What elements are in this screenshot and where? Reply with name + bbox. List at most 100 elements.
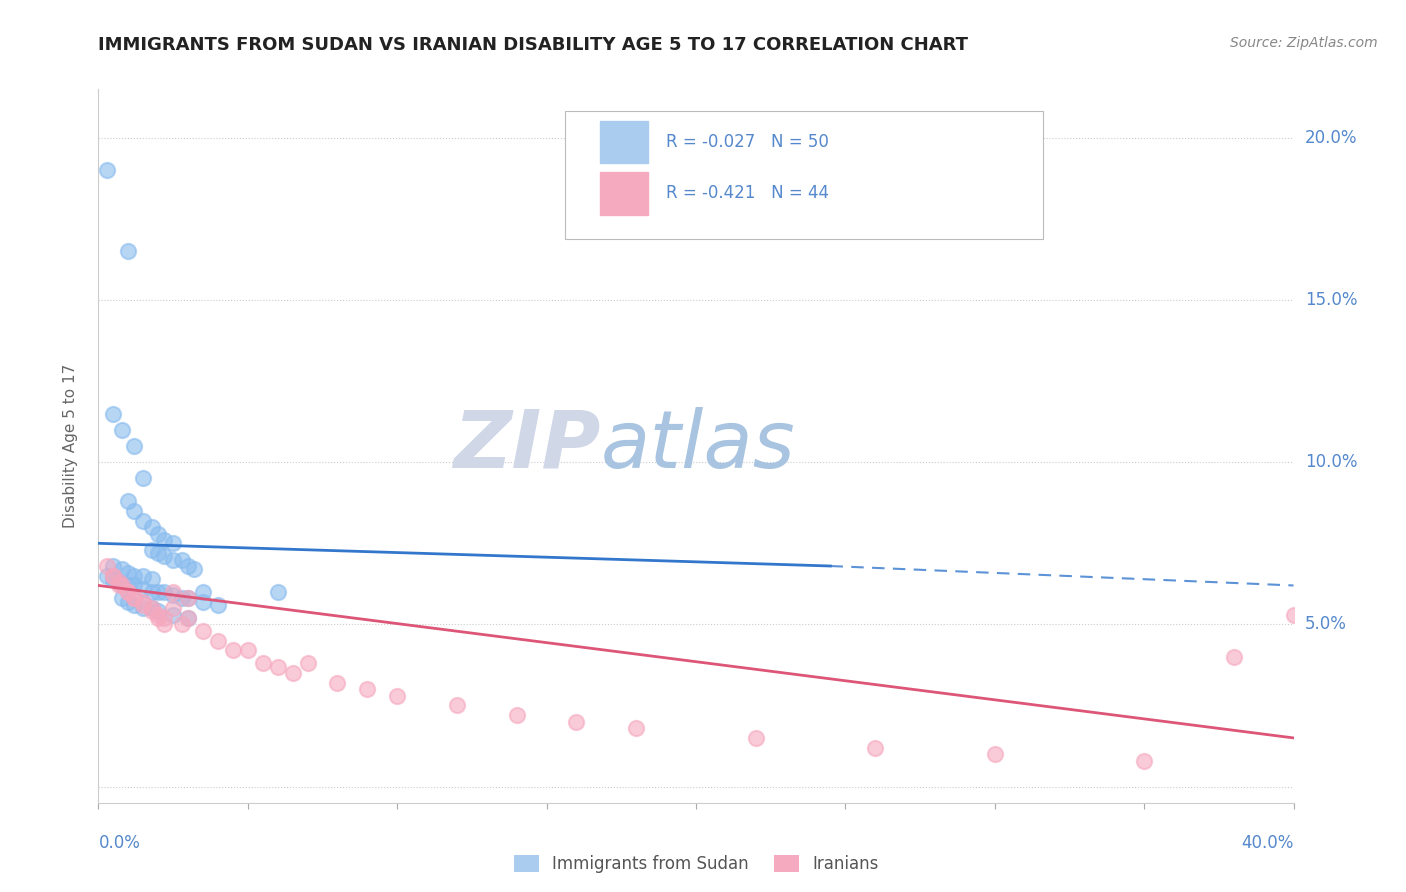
Point [267, 659, 290, 673]
Point [148, 607, 170, 622]
Point [983, 747, 1005, 761]
Point [153, 611, 176, 625]
Point [148, 604, 170, 618]
Point [141, 542, 163, 557]
Point [148, 526, 170, 541]
Point [111, 578, 134, 592]
Text: 40.0%: 40.0% [1241, 834, 1294, 852]
Point [132, 471, 155, 485]
Point [153, 585, 176, 599]
Point [1133, 754, 1156, 768]
Point [162, 607, 184, 622]
FancyBboxPatch shape [565, 111, 1043, 239]
Point [132, 582, 155, 596]
Point [297, 657, 319, 671]
Point [111, 423, 134, 437]
Point [124, 591, 146, 606]
Point [117, 585, 139, 599]
Point [177, 611, 200, 625]
Point [172, 617, 194, 632]
Point [141, 585, 163, 599]
Point [172, 552, 194, 566]
Point [96, 163, 118, 178]
Text: 10.0%: 10.0% [1305, 453, 1357, 471]
Point [124, 591, 146, 606]
Point [385, 689, 409, 703]
Point [111, 562, 134, 576]
Text: R = -0.421   N = 44: R = -0.421 N = 44 [666, 185, 830, 202]
Text: atlas: atlas [600, 407, 796, 485]
Point [153, 549, 176, 564]
Point [103, 407, 125, 421]
Point [177, 591, 200, 606]
Text: Source: ZipAtlas.com: Source: ZipAtlas.com [1230, 36, 1378, 50]
Point [356, 682, 378, 697]
Point [506, 708, 529, 723]
Point [162, 588, 184, 602]
Legend: Immigrants from Sudan, Iranians: Immigrants from Sudan, Iranians [508, 848, 884, 880]
Point [124, 504, 146, 518]
Point [141, 520, 163, 534]
Point [117, 566, 139, 580]
Point [148, 611, 170, 625]
Point [177, 559, 200, 574]
Point [162, 585, 184, 599]
Point [177, 591, 200, 606]
Point [96, 559, 118, 574]
Point [207, 633, 229, 648]
Point [865, 740, 887, 755]
Point [132, 568, 155, 582]
Point [111, 591, 134, 606]
Bar [600, 120, 648, 163]
Text: R = -0.027   N = 50: R = -0.027 N = 50 [666, 133, 830, 151]
Point [191, 595, 214, 609]
Text: IMMIGRANTS FROM SUDAN VS IRANIAN DISABILITY AGE 5 TO 17 CORRELATION CHART: IMMIGRANTS FROM SUDAN VS IRANIAN DISABIL… [98, 36, 969, 54]
Point [124, 598, 146, 612]
Point [267, 585, 290, 599]
Point [132, 601, 155, 615]
Point [236, 643, 259, 657]
Point [124, 568, 146, 582]
Text: 20.0%: 20.0% [1305, 128, 1357, 147]
Point [148, 585, 170, 599]
Point [124, 439, 146, 453]
Point [162, 536, 184, 550]
Point [191, 624, 214, 638]
Text: 15.0%: 15.0% [1305, 291, 1357, 309]
Point [132, 514, 155, 528]
Point [96, 568, 118, 582]
Point [124, 578, 146, 592]
Point [117, 595, 139, 609]
Point [252, 657, 274, 671]
Point [103, 568, 125, 582]
Point [132, 598, 155, 612]
Point [565, 714, 588, 729]
Point [108, 575, 131, 590]
Point [446, 698, 468, 713]
Point [103, 572, 125, 586]
Point [132, 595, 155, 609]
Point [191, 585, 214, 599]
Point [117, 494, 139, 508]
Point [108, 578, 131, 592]
Point [1223, 649, 1246, 664]
Text: ZIP: ZIP [453, 407, 600, 485]
Point [141, 572, 163, 586]
Point [141, 601, 163, 615]
Point [183, 562, 205, 576]
Point [117, 578, 139, 592]
Text: 5.0%: 5.0% [1305, 615, 1347, 633]
Point [117, 585, 139, 599]
Point [1282, 607, 1305, 622]
Point [624, 721, 647, 735]
Point [153, 617, 176, 632]
Point [141, 604, 163, 618]
Point [207, 598, 229, 612]
Point [141, 601, 163, 615]
Point [177, 611, 200, 625]
Bar [600, 172, 648, 215]
Point [162, 601, 184, 615]
Point [103, 568, 125, 582]
Point [326, 675, 349, 690]
Point [281, 666, 304, 681]
